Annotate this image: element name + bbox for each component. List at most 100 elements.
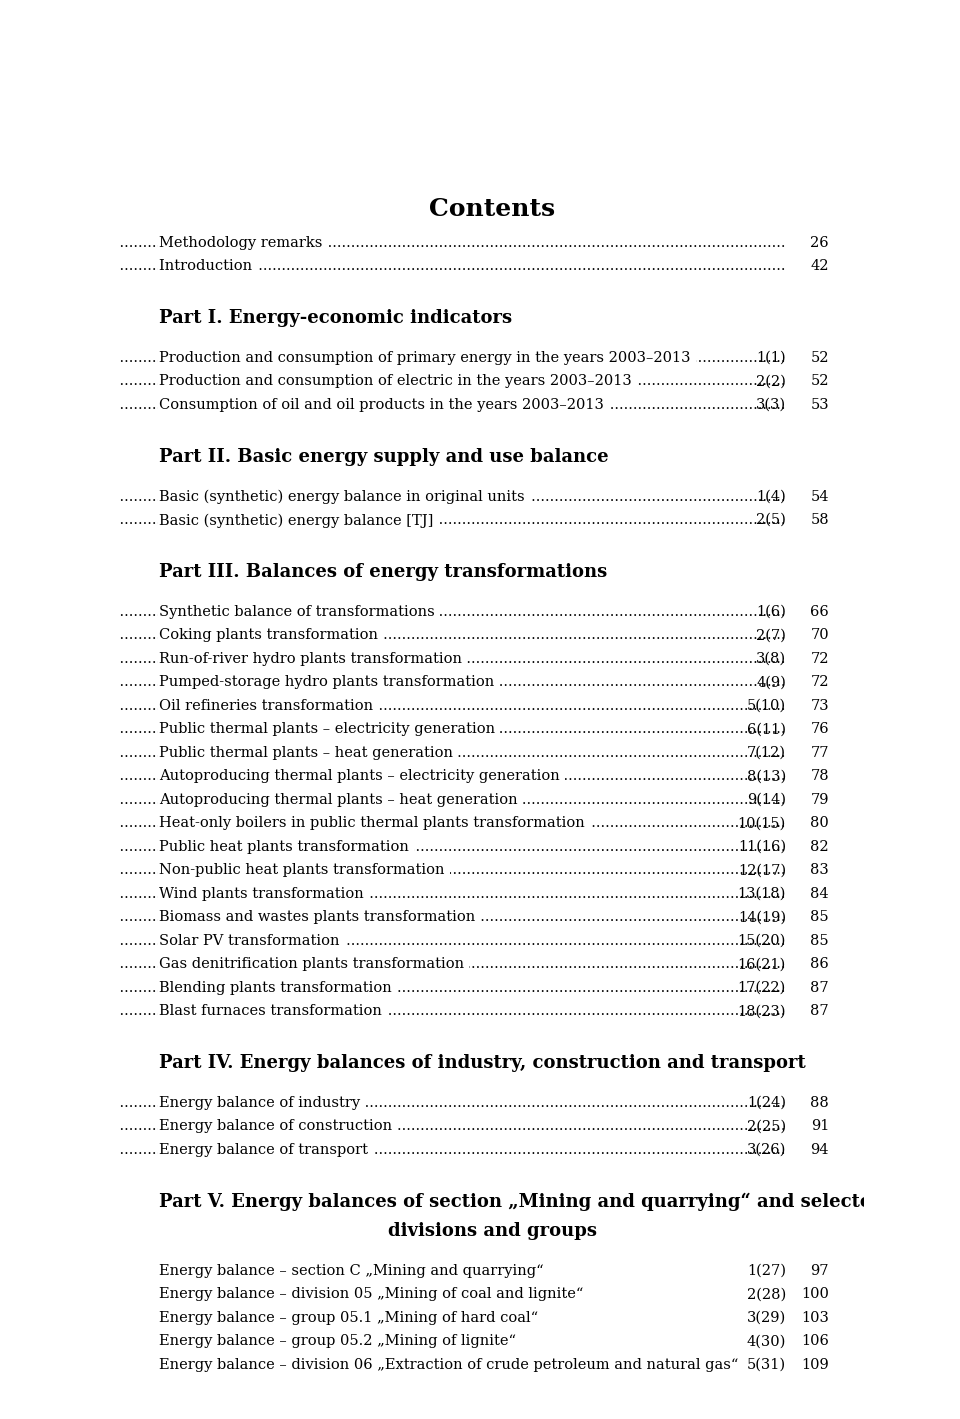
Text: Non-public heat plants transformation: Non-public heat plants transformation: [158, 863, 449, 877]
Text: ................................................................................: ........................................…: [0, 793, 786, 807]
Text: 103: 103: [802, 1311, 829, 1325]
Text: 4(9): 4(9): [756, 675, 786, 690]
Text: 52: 52: [810, 350, 829, 365]
Text: 58: 58: [810, 514, 829, 526]
Text: 11(16): 11(16): [737, 840, 786, 854]
Text: Blending plants transformation: Blending plants transformation: [158, 981, 396, 995]
Text: 3(26): 3(26): [747, 1142, 786, 1156]
Text: 13(18): 13(18): [737, 887, 786, 901]
Text: ................................................................................: ........................................…: [0, 1005, 786, 1019]
Text: 2(5): 2(5): [756, 514, 786, 526]
Text: 18(23): 18(23): [737, 1005, 786, 1019]
Text: 54: 54: [810, 490, 829, 504]
Text: ................................................................................: ........................................…: [0, 675, 786, 690]
Text: ................................................................................: ........................................…: [0, 490, 786, 504]
Text: 78: 78: [810, 769, 829, 783]
Text: 94: 94: [810, 1142, 829, 1156]
Text: Part II. Basic energy supply and use balance: Part II. Basic energy supply and use bal…: [158, 448, 609, 465]
Text: 1(6): 1(6): [756, 604, 786, 619]
Text: ................................................................................: ........................................…: [0, 910, 786, 924]
Text: ................................................................................: ........................................…: [0, 350, 786, 365]
Text: Part V. Energy balances of section „Mining and quarrying“ and selected: Part V. Energy balances of section „Mini…: [158, 1193, 884, 1212]
Text: Basic (synthetic) energy balance [TJ]: Basic (synthetic) energy balance [TJ]: [158, 514, 438, 528]
Text: 3(29): 3(29): [747, 1311, 786, 1325]
Text: Heat-only boilers in public thermal plants transformation: Heat-only boilers in public thermal plan…: [158, 816, 589, 830]
Text: ................................................................................: ........................................…: [0, 1120, 786, 1134]
Text: Consumption of oil and oil products in the years 2003–2013: Consumption of oil and oil products in t…: [158, 397, 609, 412]
Text: 72: 72: [810, 675, 829, 690]
Text: ................................................................................: ........................................…: [0, 1287, 786, 1301]
Text: Energy balance – section C „Mining and quarrying“: Energy balance – section C „Mining and q…: [158, 1264, 548, 1279]
Text: Solar PV transformation: Solar PV transformation: [158, 934, 344, 948]
Text: Oil refineries transformation: Oil refineries transformation: [158, 698, 377, 712]
Text: 2(7): 2(7): [756, 629, 786, 643]
Text: ................................................................................: ........................................…: [0, 1311, 786, 1325]
Text: 91: 91: [810, 1120, 829, 1134]
Text: Public thermal plants – heat generation: Public thermal plants – heat generation: [158, 746, 457, 759]
Text: 87: 87: [810, 1005, 829, 1019]
Text: 66: 66: [810, 604, 829, 619]
Text: 3(8): 3(8): [756, 651, 786, 666]
Text: 82: 82: [810, 840, 829, 854]
Text: 1(27): 1(27): [747, 1264, 786, 1279]
Text: ................................................................................: ........................................…: [0, 604, 786, 619]
Text: 53: 53: [810, 397, 829, 412]
Text: ................................................................................: ........................................…: [0, 746, 786, 759]
Text: ................................................................................: ........................................…: [0, 1095, 786, 1110]
Text: ................................................................................: ........................................…: [0, 698, 786, 712]
Text: 76: 76: [810, 722, 829, 736]
Text: Blast furnaces transformation: Blast furnaces transformation: [158, 1005, 386, 1019]
Text: 87: 87: [810, 981, 829, 995]
Text: 4(30): 4(30): [747, 1334, 786, 1348]
Text: ................................................................................: ........................................…: [0, 887, 786, 901]
Text: ................................................................................: ........................................…: [0, 651, 786, 666]
Text: 73: 73: [810, 698, 829, 712]
Text: Run-of-river hydro plants transformation: Run-of-river hydro plants transformation: [158, 651, 467, 666]
Text: 88: 88: [810, 1095, 829, 1110]
Text: ................................................................................: ........................................…: [0, 397, 786, 412]
Text: Part IV. Energy balances of industry, construction and transport: Part IV. Energy balances of industry, co…: [158, 1054, 805, 1073]
Text: 5(10): 5(10): [747, 698, 786, 712]
Text: ................................................................................: ........................................…: [0, 958, 786, 971]
Text: 9(14): 9(14): [747, 793, 786, 807]
Text: 17(22): 17(22): [737, 981, 786, 995]
Text: 2(2): 2(2): [756, 375, 786, 389]
Text: 80: 80: [810, 816, 829, 830]
Text: 1(1): 1(1): [756, 350, 786, 365]
Text: ................................................................................: ........................................…: [0, 514, 786, 526]
Text: 84: 84: [810, 887, 829, 901]
Text: Energy balance of industry: Energy balance of industry: [158, 1095, 365, 1110]
Text: 12(17): 12(17): [737, 863, 786, 877]
Text: 77: 77: [810, 746, 829, 759]
Text: 2(28): 2(28): [747, 1287, 786, 1301]
Text: 15(20): 15(20): [737, 934, 786, 948]
Text: 10(15): 10(15): [737, 816, 786, 830]
Text: Production and consumption of electric in the years 2003–2013: Production and consumption of electric i…: [158, 375, 636, 389]
Text: Biomass and wastes plants transformation: Biomass and wastes plants transformation: [158, 910, 480, 924]
Text: ................................................................................: ........................................…: [0, 816, 786, 830]
Text: 42: 42: [810, 260, 829, 274]
Text: ................................................................................: ........................................…: [0, 1142, 786, 1156]
Text: Contents: Contents: [429, 196, 555, 220]
Text: 7(12): 7(12): [747, 746, 786, 759]
Text: 109: 109: [802, 1358, 829, 1372]
Text: Public thermal plants – electricity generation: Public thermal plants – electricity gene…: [158, 722, 499, 736]
Text: 1(4): 1(4): [756, 490, 786, 504]
Text: 5(31): 5(31): [747, 1358, 786, 1372]
Text: 83: 83: [810, 863, 829, 877]
Text: 26: 26: [810, 236, 829, 250]
Text: 106: 106: [802, 1334, 829, 1348]
Text: 72: 72: [810, 651, 829, 666]
Text: 1(24): 1(24): [747, 1095, 786, 1110]
Text: Introduction: Introduction: [158, 260, 256, 274]
Text: Energy balance – division 05 „Mining of coal and lignite“: Energy balance – division 05 „Mining of …: [158, 1287, 588, 1301]
Text: ................................................................................: ........................................…: [0, 375, 786, 389]
Text: Energy balance of construction: Energy balance of construction: [158, 1120, 396, 1134]
Text: 97: 97: [810, 1264, 829, 1279]
Text: 79: 79: [810, 793, 829, 807]
Text: 6(11): 6(11): [747, 722, 786, 736]
Text: ................................................................................: ........................................…: [0, 722, 786, 736]
Text: 16(21): 16(21): [737, 958, 786, 971]
Text: 2(25): 2(25): [747, 1120, 786, 1134]
Text: ................................................................................: ........................................…: [0, 863, 786, 877]
